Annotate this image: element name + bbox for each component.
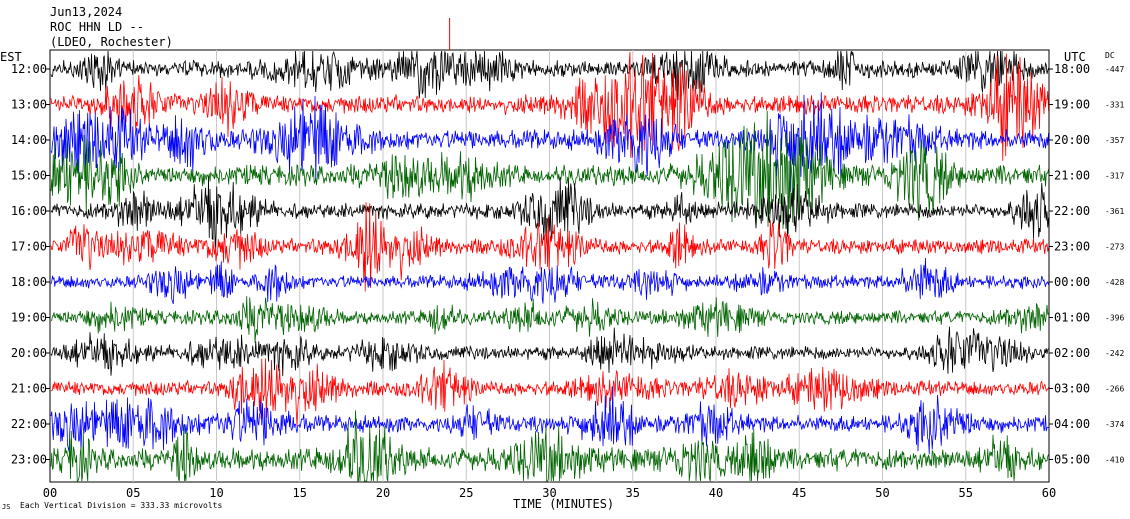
utc-label: 00:00	[1054, 275, 1090, 289]
est-label: 21:00	[11, 382, 47, 396]
utc-label: 23:00	[1054, 240, 1090, 254]
est-label: 18:00	[11, 275, 47, 289]
utc-label: 19:00	[1054, 98, 1090, 112]
dc-value: -374	[1105, 420, 1124, 429]
utc-label: 02:00	[1054, 346, 1090, 360]
dc-label: DC	[1105, 51, 1115, 60]
dc-value: -447	[1105, 65, 1124, 74]
dc-value: -317	[1105, 172, 1124, 181]
trace-group	[50, 18, 1049, 482]
x-axis-label: TIME (MINUTES)	[513, 497, 614, 511]
header-network: (LDEO, Rochester)	[50, 35, 173, 49]
dc-value: -396	[1105, 314, 1124, 323]
header-station: ROC HHN LD --	[50, 20, 144, 34]
est-label: 17:00	[11, 240, 47, 254]
dc-value: -357	[1105, 136, 1124, 145]
x-tick-label: 30	[542, 486, 556, 500]
x-tick-label: 00	[43, 486, 57, 500]
trace-line	[50, 50, 1049, 101]
x-tick-label: 10	[209, 486, 223, 500]
x-tick-label: 55	[959, 486, 973, 500]
trace-line	[50, 202, 1049, 292]
trace-line	[50, 410, 1049, 482]
utc-label: 03:00	[1054, 382, 1090, 396]
x-tick-label: 35	[626, 486, 640, 500]
trace-line	[50, 92, 1049, 192]
est-label: 13:00	[11, 98, 47, 112]
x-tick-label: 45	[792, 486, 806, 500]
est-label: 12:00	[11, 62, 47, 76]
utc-label: 04:00	[1054, 417, 1090, 431]
x-tick-label: 15	[293, 486, 307, 500]
trace-line	[50, 386, 1049, 455]
x-tick-label: 20	[376, 486, 390, 500]
utc-label: 22:00	[1054, 204, 1090, 218]
row-labels: 12:00 18:00 -447 13:00 19:00 -331 14:00 20:00 -3…	[11, 62, 1125, 467]
utc-label: 05:00	[1054, 453, 1090, 467]
trace-line	[50, 296, 1049, 343]
trace-line	[50, 110, 1049, 235]
est-label: 20:00	[11, 346, 47, 360]
left-axis-label: EST	[0, 50, 22, 64]
dc-value: -242	[1105, 349, 1124, 358]
trace-line	[50, 358, 1049, 427]
utc-label: 18:00	[1054, 62, 1090, 76]
trace-line	[50, 257, 1049, 305]
x-tick-label: 05	[126, 486, 140, 500]
dc-value: -273	[1105, 243, 1124, 252]
x-tick-label: 25	[459, 486, 473, 500]
utc-label: 21:00	[1054, 169, 1090, 183]
x-tick-label: 50	[875, 486, 889, 500]
utc-label: 01:00	[1054, 311, 1090, 325]
est-label: 16:00	[11, 204, 47, 218]
est-label: 15:00	[11, 169, 47, 183]
header-date: Jun13,2024	[50, 5, 122, 19]
x-tick-labels: 00 05 10 15 20 25 30 35 40 45 50 55 60	[43, 486, 1056, 500]
dc-value: -410	[1105, 456, 1124, 465]
x-tick-label: 60	[1042, 486, 1056, 500]
est-label: 23:00	[11, 453, 47, 467]
dc-value: -331	[1105, 101, 1124, 110]
trace-line	[50, 176, 1049, 253]
trace-line	[50, 51, 1049, 161]
right-axis-label: UTC	[1064, 50, 1086, 64]
dc-value: -266	[1105, 385, 1124, 394]
est-label: 14:00	[11, 133, 47, 147]
trace-line	[50, 326, 1049, 377]
est-label: 22:00	[11, 417, 47, 431]
footer-mark: JS	[2, 503, 10, 511]
dc-value: -361	[1105, 207, 1124, 216]
footer-note: Each Vertical Division = 333.33 microvol…	[20, 501, 222, 510]
utc-label: 20:00	[1054, 133, 1090, 147]
est-label: 19:00	[11, 311, 47, 325]
dc-value: -428	[1105, 278, 1124, 287]
x-tick-label: 40	[709, 486, 723, 500]
